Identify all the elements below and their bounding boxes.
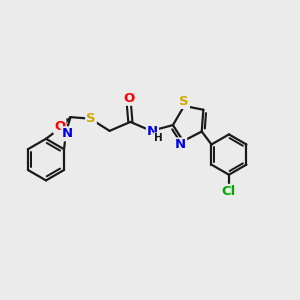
Text: N: N — [147, 125, 158, 138]
Text: O: O — [123, 92, 134, 105]
Text: O: O — [54, 120, 65, 133]
Text: N: N — [175, 139, 186, 152]
Text: Cl: Cl — [222, 185, 236, 198]
Text: N: N — [61, 127, 73, 140]
Text: S: S — [179, 95, 189, 108]
Text: S: S — [86, 112, 96, 124]
Text: H: H — [154, 133, 163, 143]
